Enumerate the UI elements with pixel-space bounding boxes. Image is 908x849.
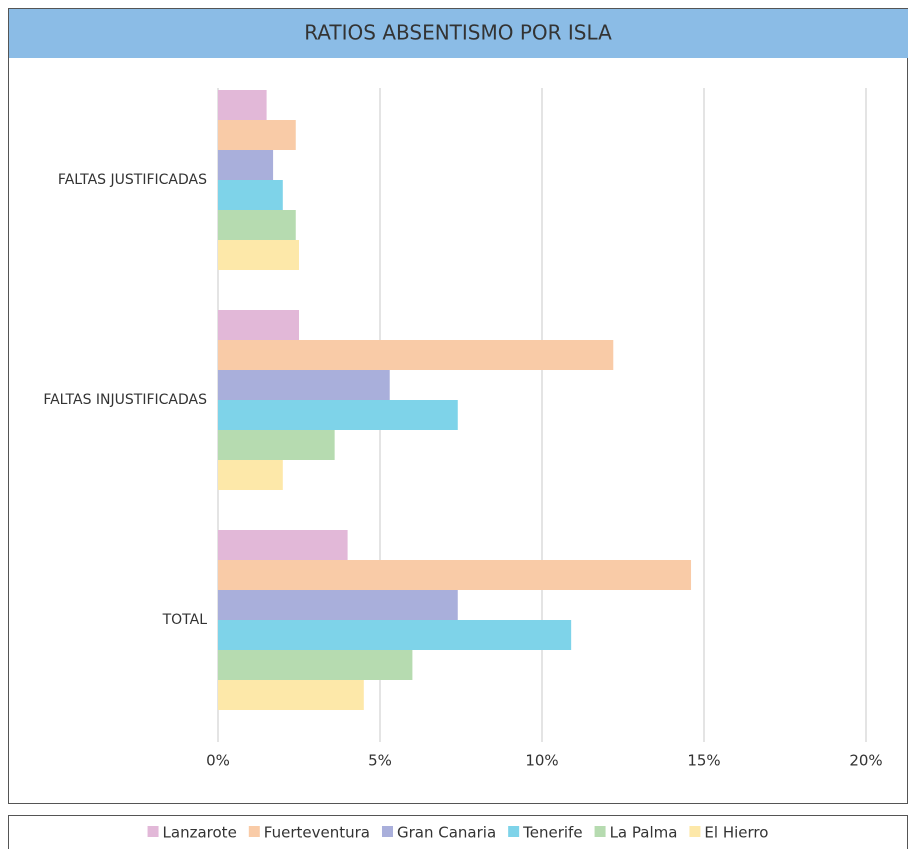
x-tick-label: 10% bbox=[525, 752, 558, 770]
bar bbox=[218, 460, 283, 490]
bar bbox=[218, 430, 335, 460]
x-tick-label: 20% bbox=[849, 752, 882, 770]
legend-label: Tenerife bbox=[522, 824, 582, 842]
x-tick-label: 15% bbox=[687, 752, 720, 770]
bar bbox=[218, 650, 413, 680]
bar bbox=[218, 400, 458, 430]
legend-label: Gran Canaria bbox=[397, 824, 496, 842]
bar bbox=[218, 560, 692, 590]
title-bar bbox=[9, 9, 908, 58]
bar bbox=[218, 240, 299, 270]
chart-frame bbox=[8, 8, 908, 804]
legend-swatch bbox=[381, 826, 393, 837]
legend-label: Lanzarote bbox=[163, 824, 237, 842]
bar bbox=[218, 370, 390, 400]
bar bbox=[218, 590, 458, 620]
legend-swatch bbox=[594, 826, 606, 837]
legend-label: La Palma bbox=[610, 824, 678, 842]
bar bbox=[218, 680, 364, 710]
bar bbox=[218, 120, 296, 150]
y-tick-label: TOTAL bbox=[162, 612, 208, 628]
bar bbox=[218, 310, 299, 340]
bar bbox=[218, 180, 283, 210]
legend-swatch bbox=[147, 826, 159, 837]
legend-swatch bbox=[508, 826, 520, 837]
legend-label: Fuerteventura bbox=[264, 824, 370, 842]
legend-label: El Hierro bbox=[704, 824, 768, 842]
legend-swatch bbox=[248, 826, 260, 837]
bar bbox=[218, 340, 614, 370]
bar bbox=[218, 620, 572, 650]
chart-title: RATIOS ABSENTISMO POR ISLA bbox=[304, 21, 612, 45]
bar bbox=[218, 150, 274, 180]
bar bbox=[218, 530, 348, 560]
y-tick-label: FALTAS INJUSTIFICADAS bbox=[43, 392, 207, 408]
y-tick-label: FALTAS JUSTIFICADAS bbox=[58, 172, 207, 188]
x-tick-label: 0% bbox=[206, 752, 230, 770]
bar bbox=[218, 90, 267, 120]
bar bbox=[218, 210, 296, 240]
legend-swatch bbox=[689, 826, 701, 837]
x-tick-label: 5% bbox=[368, 752, 392, 770]
